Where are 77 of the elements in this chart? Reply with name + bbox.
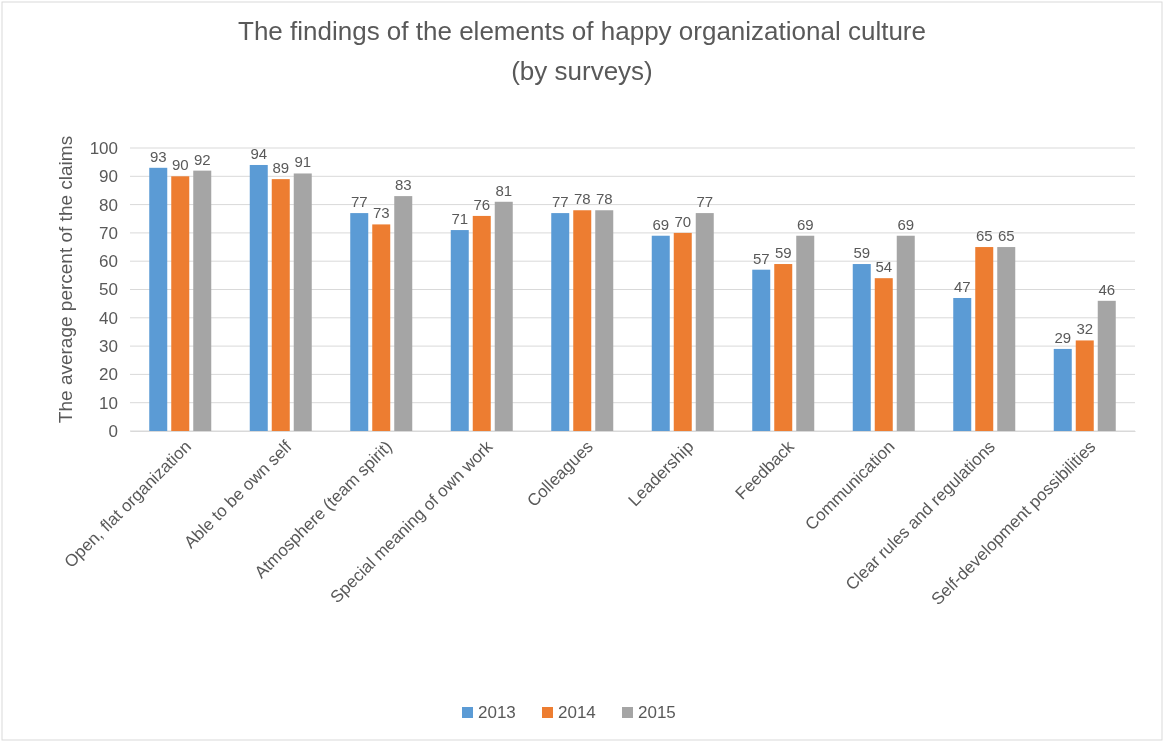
y-tick-label: 50 — [99, 280, 118, 300]
chart-subtitle: (by surveys) — [511, 56, 653, 86]
data-label: 76 — [473, 195, 491, 213]
data-label: 59 — [853, 244, 871, 262]
bar — [271, 179, 290, 431]
data-label: 69 — [897, 215, 915, 233]
bar — [595, 210, 614, 431]
bar — [1053, 348, 1072, 431]
bar — [551, 213, 570, 431]
data-label: 47 — [953, 277, 971, 295]
y-tick-label: 90 — [99, 167, 118, 187]
bar — [695, 213, 714, 431]
data-label: 54 — [875, 258, 893, 276]
bar — [249, 164, 268, 431]
bar — [472, 215, 491, 431]
bar — [1097, 300, 1116, 431]
y-tick-label: 80 — [99, 195, 118, 215]
data-label: 90 — [171, 156, 189, 174]
bar — [350, 213, 369, 431]
y-tick-label: 100 — [89, 138, 118, 158]
data-label: 92 — [193, 150, 211, 168]
bar — [494, 201, 513, 431]
bar — [193, 170, 212, 431]
data-label: 57 — [752, 249, 770, 267]
data-label: 83 — [394, 176, 412, 194]
data-label: 71 — [451, 210, 469, 228]
bar — [975, 247, 994, 431]
bar — [573, 210, 592, 431]
y-tick-label: 30 — [99, 337, 118, 357]
data-label: 65 — [975, 227, 993, 245]
y-tick-label: 60 — [99, 252, 118, 272]
data-label: 73 — [372, 204, 390, 222]
data-label: 93 — [149, 147, 167, 165]
data-label: 81 — [495, 181, 513, 199]
bar — [874, 278, 893, 431]
bar — [1075, 340, 1094, 431]
data-label: 70 — [674, 212, 692, 230]
bar — [673, 232, 692, 431]
bar — [394, 196, 413, 431]
legend-label: 2014 — [558, 703, 596, 722]
y-tick-label: 10 — [99, 393, 118, 413]
data-label: 77 — [350, 193, 368, 211]
data-label: 78 — [573, 190, 591, 208]
chart-title: The findings of the elements of happy organizational culture — [238, 16, 926, 46]
data-label: 91 — [294, 153, 312, 171]
data-label: 69 — [796, 215, 814, 233]
data-label: 46 — [1098, 280, 1116, 298]
bar — [450, 230, 469, 431]
legend-label: 2013 — [478, 703, 516, 722]
y-tick-label: 70 — [99, 223, 118, 243]
bar — [852, 264, 871, 431]
bar — [293, 173, 312, 431]
bar — [752, 269, 771, 431]
data-label: 29 — [1054, 328, 1072, 346]
data-label: 94 — [250, 144, 268, 162]
bar — [372, 224, 391, 431]
data-label: 69 — [652, 215, 670, 233]
bar — [651, 235, 670, 431]
y-tick-label: 40 — [99, 308, 118, 328]
y-axis-title: The average percent of the claims — [55, 135, 76, 424]
data-label: 77 — [551, 193, 569, 211]
y-tick-label: 0 — [108, 421, 118, 441]
data-label: 78 — [595, 190, 613, 208]
data-label: 89 — [272, 159, 290, 177]
data-label: 77 — [696, 193, 714, 211]
bar — [896, 235, 915, 431]
bar — [796, 235, 815, 431]
bar — [953, 297, 972, 431]
bar — [149, 167, 168, 431]
data-label: 65 — [997, 227, 1015, 245]
y-tick-label: 20 — [99, 365, 118, 385]
bar — [774, 264, 793, 431]
data-label: 59 — [774, 244, 792, 262]
data-label: 32 — [1076, 320, 1094, 338]
legend-label: 2015 — [638, 703, 676, 722]
bar — [997, 247, 1016, 431]
bar — [171, 176, 190, 431]
